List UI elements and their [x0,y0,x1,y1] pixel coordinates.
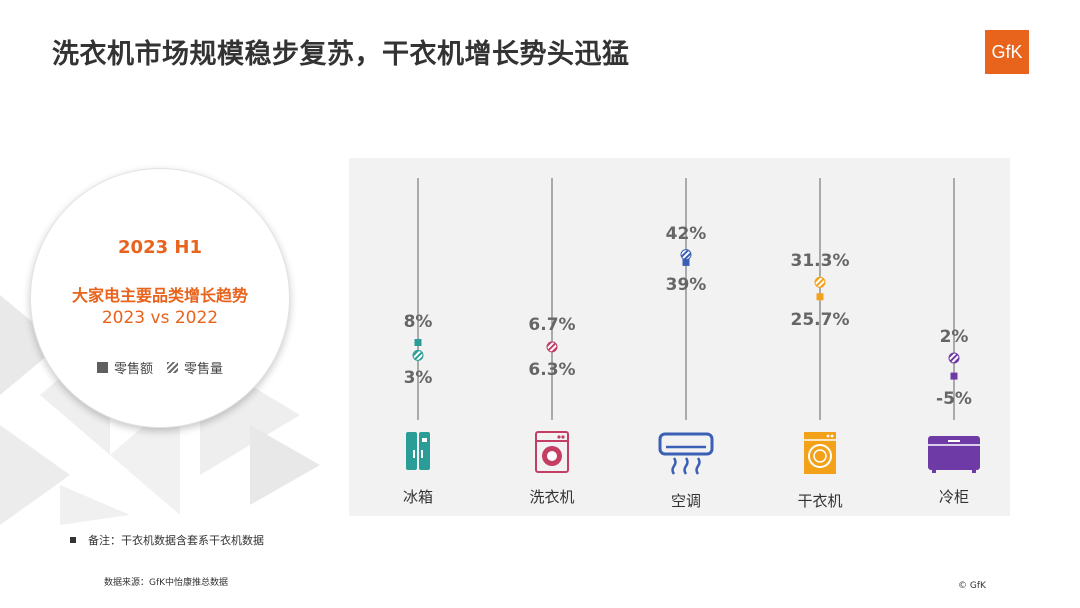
data-source: 数据来源：GfK中怡康推总数据 [104,578,229,588]
value-marker [816,293,824,301]
category-label: 冰箱 [402,488,434,506]
washing-machine-icon-part-3 [561,435,565,439]
washing-machine-icon-part-0 [535,431,569,473]
data-label: -5% [936,389,972,410]
category-label: 冷柜 [938,488,970,506]
chart-legend: 零售额 零售量 [31,358,289,377]
washing-machine-icon-part-2 [557,435,561,439]
category-label: 干衣机 [797,492,843,510]
legend-item-value: 零售额 [96,358,153,377]
category-label: 洗衣机 [529,488,575,506]
page-title: 洗衣机市场规模稳步复苏，干衣机增长势头迅猛 [52,39,630,70]
data-label: 25.7% [790,309,850,330]
summary-period: 2023 H1 [118,237,202,258]
chart-panel: 8% 3% 冰箱 6.7% 6.3% 洗衣机 42% 39% 空调 31.3% 25.7% 干衣机 2%… [349,158,1010,516]
fridge-icon-part-4 [421,450,423,458]
summary-comparison: 2023 vs 2022 [101,308,219,328]
value-marker [682,258,690,266]
summary-subtitle: 大家电主要品类增长趋势 [71,286,248,305]
air-conditioner-icon [658,432,714,475]
air-conditioner-icon-part-0 [658,432,714,456]
freezer-icon [928,436,980,473]
fridge-icon-part-3 [413,450,415,458]
solid-square-icon [96,362,108,373]
air-conditioner-icon-part-3 [683,457,689,475]
air-conditioner-icon-part-4 [695,457,701,475]
data-label: 39% [665,275,707,296]
volume-marker [948,352,960,364]
copyright: © GfK [958,581,986,591]
fridge-icon-part-0 [406,432,417,470]
volume-marker [412,349,424,361]
legend-label-volume: 零售量 [184,362,224,377]
hatched-square-icon [167,362,178,373]
dryer-icon-part-2 [826,434,830,438]
data-label: 31.3% [790,251,850,272]
legend-label-value: 零售额 [113,362,153,377]
washing-machine-icon [535,431,569,473]
washing-machine-icon-part-5 [547,451,557,461]
dryer-icon-part-4 [808,444,832,468]
value-marker [414,339,422,346]
data-label: 3% [403,368,433,389]
footnote: 备注：干衣机数据含套系干衣机数据 [70,532,264,548]
dryer-icon [804,432,836,474]
legend-item-volume: 零售量 [167,358,223,377]
footnote-text: 备注：干衣机数据含套系干衣机数据 [88,534,264,547]
data-label: 2% [939,327,969,347]
fridge-icon-part-2 [422,438,427,442]
data-label: 6.3% [528,359,576,380]
freezer-icon-part-1 [932,470,936,473]
dryer-icon-part-5 [813,449,827,463]
gfk-logo: GfK [985,30,1029,74]
dryer-icon-part-3 [830,434,834,438]
fridge-icon-part-1 [419,432,430,470]
value-marker [950,372,958,380]
bullet-square-icon [70,537,76,543]
data-label: 6.7% [528,314,576,335]
category-label: 空调 [670,492,702,510]
freezer-icon-part-2 [972,470,976,473]
data-label: 42% [665,223,707,244]
air-conditioner-icon-part-2 [671,457,677,475]
volume-marker [814,276,826,288]
fridge-icon [406,432,430,470]
data-label: 8% [403,311,433,332]
volume-marker [680,249,692,261]
growth-chart [406,178,980,475]
freezer-icon-part-4 [948,440,960,442]
summary-circle: 2023 H1 大家电主要品类增长趋势 2023 vs 2022 零售额 零售量 [30,168,290,428]
volume-marker [546,341,558,353]
